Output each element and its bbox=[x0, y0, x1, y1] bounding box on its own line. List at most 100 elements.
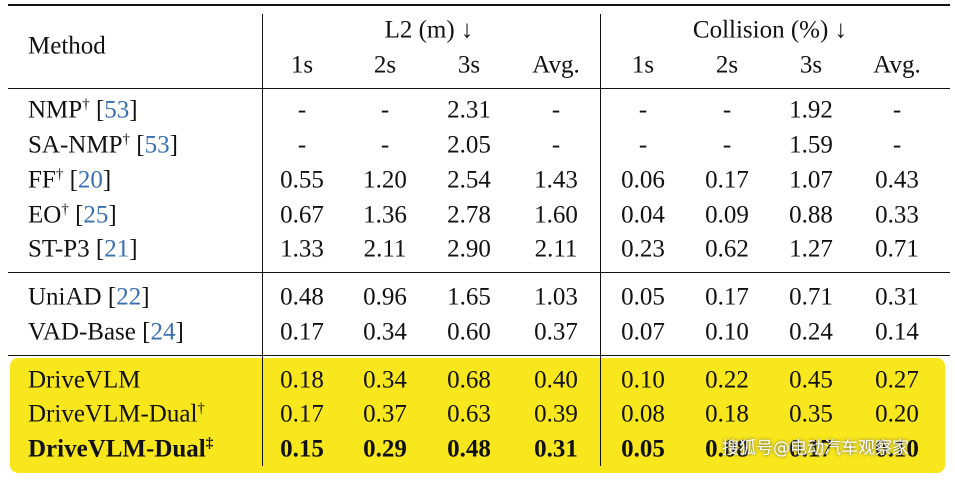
value-cell: 0.17 bbox=[789, 435, 833, 463]
value-cell: 0.27 bbox=[875, 366, 919, 394]
value-cell: - bbox=[380, 131, 390, 159]
method-name: DriveVLM bbox=[28, 366, 141, 394]
value-cell: 2.90 bbox=[447, 235, 491, 263]
value-cell: 0.17 bbox=[705, 166, 749, 194]
method-cell: DriveVLM-Dual† bbox=[28, 401, 205, 427]
method-cell: VAD-Base [24] bbox=[28, 320, 184, 345]
value-cell: 1.65 bbox=[447, 283, 491, 311]
method-mark: † bbox=[61, 201, 69, 218]
value-cell: 0.96 bbox=[363, 283, 407, 311]
method-mark: † bbox=[122, 131, 130, 148]
method-name: FF bbox=[28, 166, 56, 194]
value-cell: - bbox=[551, 96, 561, 124]
cite-open: [ bbox=[75, 201, 84, 229]
value-cell: 0.63 bbox=[447, 400, 491, 428]
value-cell: 0.14 bbox=[875, 318, 919, 346]
value-cell: 0.31 bbox=[875, 283, 919, 311]
cite-close: ] bbox=[175, 318, 184, 346]
value-cell: 1.59 bbox=[789, 131, 833, 159]
citation: 22 bbox=[116, 283, 142, 311]
value-cell: 0.88 bbox=[789, 201, 833, 229]
column-header: 1s bbox=[290, 51, 314, 79]
method-name: EO bbox=[28, 201, 62, 229]
method-name: VAD-Base bbox=[28, 318, 136, 346]
value-cell: - bbox=[380, 96, 390, 124]
value-cell: 0.48 bbox=[447, 435, 491, 463]
cite-close: ] bbox=[108, 201, 117, 229]
column-header: 1s bbox=[631, 51, 655, 79]
cite-open: [ bbox=[107, 283, 117, 311]
value-cell: 0.20 bbox=[875, 400, 919, 428]
method-name: SA-NMP bbox=[28, 131, 123, 159]
value-cell: - bbox=[892, 96, 902, 124]
value-cell: 1.20 bbox=[363, 166, 407, 194]
value-cell: 0.34 bbox=[363, 366, 407, 394]
value-cell: 0.04 bbox=[621, 201, 665, 229]
value-cell: 1.60 bbox=[534, 201, 578, 229]
value-cell: 1.27 bbox=[789, 235, 833, 263]
column-divider bbox=[262, 14, 263, 466]
value-cell: - bbox=[638, 96, 648, 124]
value-cell: 0.67 bbox=[280, 201, 324, 229]
value-cell: 0.60 bbox=[447, 318, 491, 346]
value-cell: - bbox=[297, 131, 307, 159]
method-cell: SA-NMP† [53] bbox=[28, 131, 178, 159]
value-cell: 0.23 bbox=[621, 235, 665, 263]
value-cell: 0.17 bbox=[280, 318, 324, 346]
value-cell: 0.35 bbox=[789, 400, 833, 428]
value-cell: 0.10 bbox=[875, 435, 919, 463]
value-cell: 0.17 bbox=[280, 400, 324, 428]
value-cell: 0.18 bbox=[280, 366, 324, 394]
value-cell: 0.71 bbox=[875, 235, 919, 263]
citation: 53 bbox=[144, 131, 170, 159]
value-cell: - bbox=[551, 131, 561, 159]
value-cell: - bbox=[638, 131, 648, 159]
value-cell: 0.10 bbox=[705, 318, 749, 346]
group-header: Collision (%) ↓ bbox=[692, 16, 848, 44]
value-cell: 0.34 bbox=[363, 318, 407, 346]
column-header: Avg. bbox=[873, 51, 921, 79]
value-cell: 0.06 bbox=[621, 166, 665, 194]
column-header: 2s bbox=[715, 51, 739, 79]
cite-open: [ bbox=[95, 235, 105, 263]
citation: 25 bbox=[83, 201, 109, 229]
value-cell: 2.11 bbox=[363, 235, 407, 263]
value-cell: 0.39 bbox=[534, 400, 578, 428]
value-cell: 1.33 bbox=[280, 235, 324, 263]
cite-close: ] bbox=[129, 96, 138, 124]
cite-open: [ bbox=[136, 131, 145, 159]
method-cell: UniAD [22] bbox=[28, 285, 150, 310]
citation: 21 bbox=[104, 235, 130, 263]
column-header: Avg. bbox=[532, 51, 580, 79]
value-cell: 2.78 bbox=[447, 201, 491, 229]
value-cell: 2.54 bbox=[447, 166, 491, 194]
group-header: L2 (m) ↓ bbox=[384, 16, 474, 44]
method-name: UniAD bbox=[28, 283, 102, 311]
value-cell: 0.08 bbox=[621, 400, 665, 428]
value-cell: 0.45 bbox=[789, 366, 833, 394]
cite-open: [ bbox=[142, 318, 151, 346]
method-header: Method bbox=[28, 32, 106, 60]
value-cell: 0.40 bbox=[534, 366, 578, 394]
cite-open: [ bbox=[69, 166, 78, 194]
top-rule bbox=[8, 4, 950, 6]
value-cell: 0.71 bbox=[789, 283, 833, 311]
value-cell: - bbox=[297, 96, 307, 124]
method-name: ST-P3 bbox=[28, 235, 90, 263]
column-header: 2s bbox=[373, 51, 397, 79]
method-cell: EO† [25] bbox=[28, 201, 117, 229]
value-cell: 2.05 bbox=[447, 131, 491, 159]
value-cell: 1.03 bbox=[534, 283, 578, 311]
value-cell: - bbox=[722, 96, 732, 124]
value-cell: 0.07 bbox=[621, 318, 665, 346]
value-cell: 0.33 bbox=[875, 201, 919, 229]
value-cell: 0.68 bbox=[447, 366, 491, 394]
value-cell: - bbox=[892, 131, 902, 159]
cite-close: ] bbox=[169, 131, 178, 159]
value-cell: 0.37 bbox=[534, 318, 578, 346]
method-cell: DriveVLM-Dual‡ bbox=[28, 436, 213, 462]
value-cell: 0.10 bbox=[621, 366, 665, 394]
value-cell: 1.36 bbox=[363, 201, 407, 229]
column-header: 3s bbox=[457, 51, 481, 79]
